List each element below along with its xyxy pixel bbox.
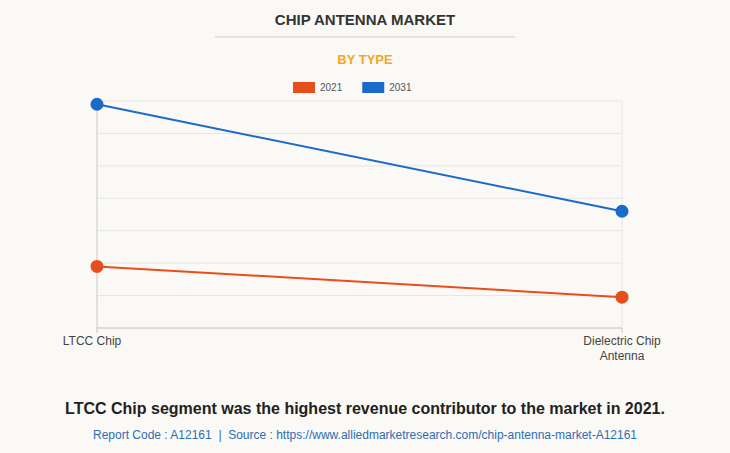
- grid-line: [97, 198, 622, 199]
- point: [616, 205, 629, 218]
- title: CHIP ANTENNA MARKET: [275, 11, 455, 28]
- y-axis: [97, 101, 98, 328]
- x-tick: [97, 328, 98, 333]
- legend-swatch: [293, 82, 315, 93]
- grid-line: [97, 295, 622, 296]
- subtitle: BY TYPE: [337, 52, 393, 67]
- chart-svg: CHIP ANTENNA MARKET BY TYPE 2021 2031 LTCC C…: [0, 0, 730, 453]
- x-tick: [622, 328, 623, 333]
- title-rule: [215, 37, 515, 38]
- point: [91, 98, 104, 111]
- x-tick-label: Dielectric Chip Antenna: [575, 334, 670, 364]
- point: [91, 260, 104, 273]
- source: Report Code : A12161 | Source : https://…: [93, 428, 637, 442]
- grid-line: [97, 101, 622, 102]
- legend-swatch: [362, 82, 384, 93]
- x-tick-label: LTCC Chip: [37, 334, 147, 349]
- series-line: [97, 104, 622, 211]
- caption: LTCC Chip segment was the highest revenu…: [65, 400, 665, 417]
- legend-label: 2021: [320, 82, 343, 93]
- grid-line: [97, 230, 622, 231]
- grid-line: [97, 133, 622, 134]
- legend-label: 2031: [389, 82, 412, 93]
- data-group: [91, 98, 629, 304]
- chart: CHIP ANTENNA MARKET BY TYPE 2021 2031 LTCC C…: [0, 0, 730, 453]
- grid-line: [97, 165, 622, 166]
- x-axis: [97, 328, 622, 329]
- point: [616, 291, 629, 304]
- grid-line: [97, 263, 622, 264]
- grid-line: [97, 328, 622, 329]
- series-line: [97, 266, 622, 297]
